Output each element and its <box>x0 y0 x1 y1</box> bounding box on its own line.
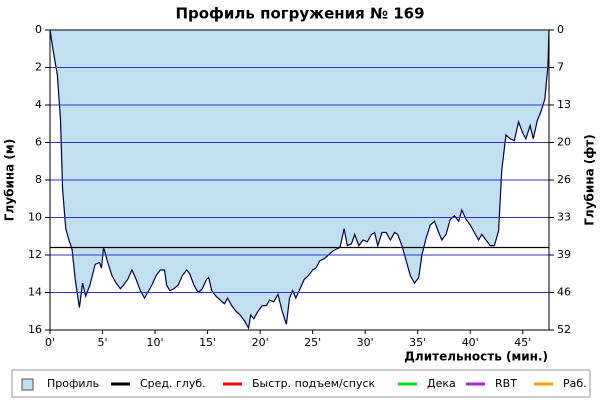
y-tick-label: 12 <box>28 248 42 261</box>
line <box>49 29 550 330</box>
x-tick-label: 45' <box>514 336 531 349</box>
y-tick-label: 8 <box>35 173 42 186</box>
legend-label: Раб. <box>563 377 587 390</box>
y2-tick-label: 0 <box>557 23 564 36</box>
legend-swatch <box>21 378 34 391</box>
x-tick-label: 30' <box>357 336 374 349</box>
x-tick-label: 20' <box>252 336 269 349</box>
legend-box <box>11 369 591 398</box>
x-tick-label: 35' <box>409 336 426 349</box>
x-tick-label: 40' <box>462 336 479 349</box>
legend-label: RBT <box>495 377 517 390</box>
x-tick-label: 10' <box>147 336 164 349</box>
y-tick-label: 10 <box>28 211 42 224</box>
y2-tick-label: 13 <box>557 98 571 111</box>
x-tick-label: 25' <box>304 336 321 349</box>
y2-tick-label: 26 <box>557 173 571 186</box>
x-tick-label: 0' <box>45 336 55 349</box>
y2-axis-label: Глубина (фт) <box>583 134 597 225</box>
legend-label: Дека <box>427 377 456 390</box>
y2-tick-label: 39 <box>557 248 571 261</box>
y-axis-label: Глубина (м) <box>3 139 17 221</box>
legend-label: Быстр. подъем/спуск <box>252 377 376 390</box>
y-tick-label: 2 <box>35 61 42 74</box>
y-tick-label: 0 <box>35 23 42 36</box>
x-axis-label: Длительность (мин.) <box>404 350 548 364</box>
legend-label: Профиль <box>47 377 99 390</box>
legend-label: Сред. глуб. <box>140 377 206 390</box>
y2-tick-label: 7 <box>557 60 564 73</box>
x-tick-label: 5' <box>98 336 108 349</box>
y2-tick-label: 46 <box>557 286 571 299</box>
y2-tick-label: 52 <box>557 323 571 336</box>
y-tick-label: 6 <box>35 136 42 149</box>
y-tick-label: 16 <box>28 323 42 336</box>
y2-tick-label: 20 <box>557 136 571 149</box>
y2-tick-label: 33 <box>557 211 571 224</box>
chart-title: Профиль погружения № 169 <box>175 5 424 23</box>
plot-border <box>49 29 550 331</box>
y-tick-label: 14 <box>28 286 42 299</box>
y-tick-label: 4 <box>35 98 42 111</box>
x-tick-label: 15' <box>199 336 216 349</box>
